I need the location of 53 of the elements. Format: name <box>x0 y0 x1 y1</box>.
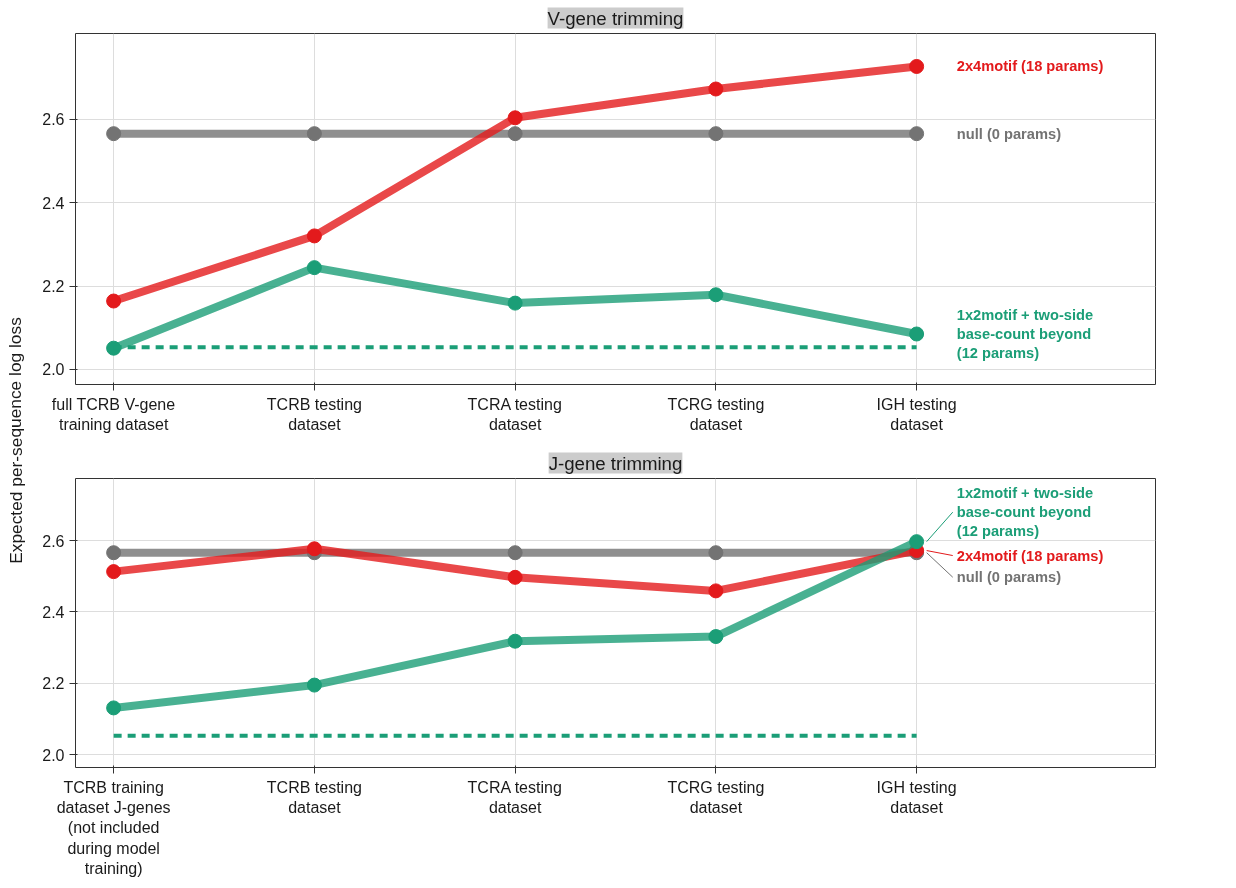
y-tick-label: 2.4 <box>42 194 65 212</box>
x-tick-label: TCRG testing dataset <box>667 778 765 816</box>
point <box>306 541 322 557</box>
point <box>507 110 523 126</box>
point <box>708 126 724 142</box>
point <box>708 81 724 97</box>
point <box>306 126 322 142</box>
point <box>306 228 322 244</box>
x-tick-label: IGH testing dataset <box>876 395 957 433</box>
point <box>106 700 122 716</box>
y-tick-label: 2.2 <box>42 278 65 295</box>
point <box>708 545 724 561</box>
point <box>909 326 925 342</box>
x-tick-label: IGH testing dataset <box>876 778 957 816</box>
point <box>507 545 523 561</box>
chart-title: J-gene trimming <box>548 452 683 474</box>
text: null (0 params) <box>956 125 1062 142</box>
point <box>106 545 122 561</box>
point <box>306 260 322 276</box>
point <box>507 295 523 311</box>
text: 1x2motif + two-side base-count beyond (12 params) <box>956 306 1094 362</box>
point <box>507 569 523 585</box>
point <box>106 293 122 309</box>
x-tick-label: TCRG testing dataset <box>667 395 765 433</box>
y-axis-title: Expected per-sequence log loss <box>5 316 26 564</box>
y-tick-label: 2.6 <box>42 532 65 550</box>
x-tick-label: TCRA testing dataset <box>467 395 562 433</box>
x-tick-label: TCRA testing dataset <box>467 778 562 816</box>
x-tick-label: TCRB training dataset J-genes (not included during model training) <box>56 778 171 878</box>
legend-label: 2x4motif (18 params) <box>956 547 1104 564</box>
point <box>507 126 523 142</box>
point <box>106 564 122 580</box>
y-tick-label: 2.4 <box>42 603 65 621</box>
y-tick-label: 2.0 <box>42 361 65 379</box>
y-tick-label: 2.2 <box>42 675 65 693</box>
point <box>909 126 925 142</box>
x-tick-label: TCRB testing dataset <box>266 778 362 816</box>
y-tick-label: 2.6 <box>42 111 65 129</box>
chart-title: V-gene trimming <box>547 7 684 29</box>
point <box>306 677 322 693</box>
y-tick-label: 2.0 <box>42 746 65 764</box>
point <box>909 58 925 74</box>
point <box>708 583 724 599</box>
point <box>106 126 122 142</box>
text: 1x2motif + two-side base-count beyond (12 params) <box>956 484 1094 540</box>
point <box>909 534 925 550</box>
point <box>708 287 724 303</box>
point <box>708 629 724 645</box>
text: null (0 params) <box>956 569 1062 586</box>
text: 2x4motif (18 params) <box>956 58 1104 75</box>
x-tick-label: full TCRB V-gene training dataset <box>51 395 176 433</box>
point <box>507 633 523 649</box>
x-tick-label: TCRB testing dataset <box>266 395 362 433</box>
